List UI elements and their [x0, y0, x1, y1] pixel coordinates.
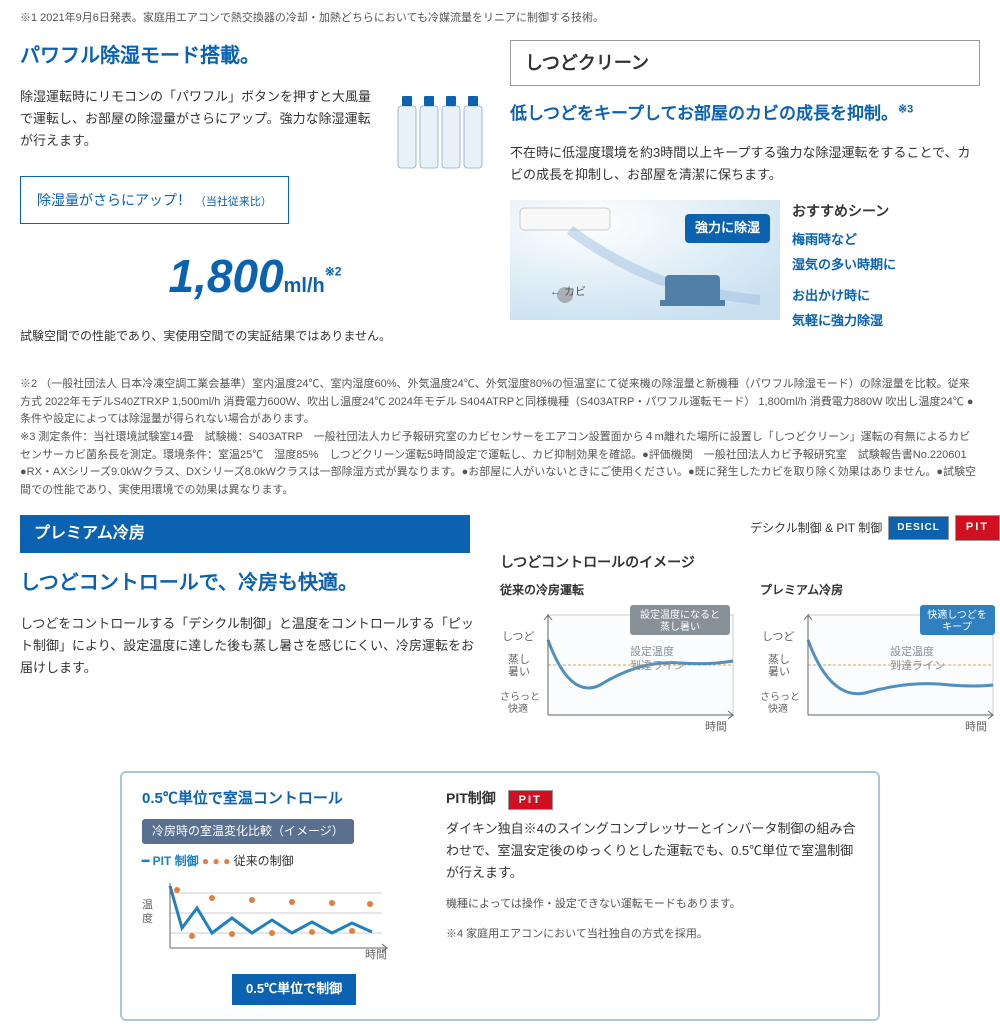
chart1-bubble-l1: 設定温度になると: [640, 608, 720, 621]
legend-dots: 従来の制御: [234, 854, 294, 868]
chart1-note2: 到達ライン: [630, 659, 685, 672]
chart1: 従来の冷房運転 設定温度になると 蒸し暑い 設定温度 到達ライン しつど 蒸し …: [500, 581, 740, 751]
svg-text:しつど: しつど: [502, 630, 534, 643]
pit-legend: ━ PIT 制御 ● ● ● 従来の制御: [142, 852, 422, 871]
svg-text:設定温度: 設定温度: [890, 644, 934, 658]
scene-kabi-label: ← カビ: [550, 284, 586, 302]
svg-text:さらっと: さらっと: [500, 691, 540, 703]
svg-text:快適: 快適: [768, 702, 788, 715]
col-right: しつどクリーン 低しつどをキープしてお部屋のカビの成長を抑制。※3 不在時に低湿…: [510, 40, 980, 361]
svg-text:時間: 時間: [965, 720, 987, 733]
heading-low-sup: ※3: [898, 104, 913, 116]
pit-section: 0.5℃単位で室温コントロール 冷房時の室温変化比較（イメージ） ━ PIT 制…: [120, 771, 880, 1021]
legend-blue: PIT 制御: [153, 854, 199, 868]
heading-low-text: 低しつどをキープしてお部屋のカビの成長を抑制。: [510, 104, 898, 123]
boxed-main: 除湿量がさらにアップ！: [37, 192, 191, 208]
badge-row: デシクル制御 & PIT 制御 DESICL PIT: [500, 515, 1000, 541]
svg-text:暑い: 暑い: [508, 665, 530, 678]
big-value: 1,800: [169, 250, 284, 302]
scene-text: おすすめシーン 梅雨時など 湿気の多い時期に お出かけ時に 気軽に強力除湿: [792, 200, 980, 336]
footnotes-block: ※2 （一般社団法人 日本冷凍空調工業会基準）室内温度24℃、室内湿度60%、外…: [20, 376, 980, 499]
pit-title: 0.5℃単位で室温コントロール: [142, 787, 422, 811]
pit-note1: 機種によっては操作・設定できない運転モードもあります。: [446, 896, 858, 914]
pit-right: PIT制御 PIT ダイキン独自※4のスイングコンプレッサーとインバータ制御の組…: [446, 787, 858, 1005]
pit-right-badge: PIT: [508, 790, 553, 810]
svg-text:さらっと: さらっと: [760, 691, 800, 703]
svg-text:キープ: キープ: [942, 621, 971, 633]
svg-text:温: 温: [142, 898, 153, 911]
col-left: パワフル除湿モード搭載。 除湿運転時にリモコンの「パワフル」ボタンを押すと大風量…: [20, 40, 490, 361]
chart1-title: 従来の冷房運転: [500, 581, 740, 600]
svg-text:蒸し暑い: 蒸し暑い: [660, 621, 700, 633]
rec1: 梅雨時など: [792, 230, 980, 251]
heading-shitsudo-control: しつどコントロールで、冷房も快適。: [20, 567, 480, 599]
chart-main-title: しつどコントロールのイメージ: [500, 551, 1000, 573]
badge-desicl: DESICL: [888, 516, 949, 540]
pit-right-label: PIT制御: [446, 790, 496, 806]
pit-left: 0.5℃単位で室温コントロール 冷房時の室温変化比較（イメージ） ━ PIT 制…: [142, 787, 422, 1005]
heading-low-humidity: 低しつどをキープしてお部屋のカビの成長を抑制。※3: [510, 100, 980, 127]
boxed-link-dehumid[interactable]: 除湿量がさらにアップ！ （当社従来比）: [20, 176, 289, 225]
pit-bottom-bar: 0.5℃単位で制御: [232, 974, 356, 1005]
svg-text:時間: 時間: [365, 948, 387, 961]
section-bar-premium: プレミアム冷房: [20, 515, 470, 553]
svg-text:到達ライン: 到達ライン: [890, 659, 945, 672]
rec3: お出かけ時に: [792, 286, 980, 307]
pit-note2: ※4 家庭用エアコンにおいて当社独自の方式を採用。: [446, 926, 858, 944]
charts-row: 従来の冷房運転 設定温度になると 蒸し暑い 設定温度 到達ライン しつど 蒸し …: [500, 581, 1000, 751]
scene-badge: 強力に除湿: [685, 214, 770, 243]
pit-body: ダイキン独自※4のスイングコンプレッサーとインバータ制御の組み合わせで、室温安定…: [446, 818, 858, 884]
badge-label: デシクル制御 & PIT 制御: [750, 519, 882, 538]
big-number: 1,800ml/h※2: [20, 240, 490, 314]
svg-text:蒸し: 蒸し: [508, 653, 530, 666]
premium-body: しつどをコントロールする「デシクル制御」と温度をコントロールする「ピット制御」に…: [20, 613, 480, 679]
left-body: 除湿運転時にリモコンの「パワフル」ボタンを押すと大風量で運転し、お部屋の除湿量が…: [20, 86, 380, 152]
premium-row: プレミアム冷房 しつどコントロールで、冷房も快適。 しつどをコントロールする「デ…: [20, 515, 980, 751]
pit-subtitle: 冷房時の室温変化比較（イメージ）: [142, 819, 354, 844]
svg-text:しつど: しつど: [762, 630, 794, 643]
svg-text:暑い: 暑い: [768, 665, 790, 678]
footnote-top: ※1 2021年9月6日発表。家庭用エアコンで熱交換器の冷却・加熱どちらにおいて…: [20, 10, 980, 28]
svg-text:快適: 快適: [508, 702, 528, 715]
big-sup: ※2: [325, 265, 342, 279]
chart2: プレミアム冷房 快適しつどを キープ 設定温度 到達ライン しつど 蒸し 暑い …: [760, 581, 1000, 751]
two-col-section: パワフル除湿モード搭載。 除湿運転時にリモコンの「パワフル」ボタンを押すと大風量…: [20, 40, 980, 361]
big-unit: ml/h: [284, 275, 325, 297]
rec4: 気軽に強力除湿: [792, 311, 980, 332]
svg-text:度: 度: [142, 911, 153, 925]
chart1-note1: 設定温度: [630, 644, 674, 658]
title-box-shitsudo: しつどクリーン: [510, 40, 980, 87]
svg-text:蒸し: 蒸し: [768, 653, 790, 666]
svg-text:快適しつどを: 快適しつどを: [927, 608, 986, 621]
bottles-image: [390, 86, 490, 176]
left-note: 試験空間での性能であり、実使用空間での実証結果ではありません。: [20, 326, 490, 346]
svg-text:時間: 時間: [705, 720, 727, 733]
heading-powerful-dehumid: パワフル除湿モード搭載。: [20, 40, 490, 72]
chart2-title: プレミアム冷房: [760, 581, 1000, 600]
rec2: 湿気の多い時期に: [792, 255, 980, 276]
scene-box: 強力に除湿 ← カビ おすすめシーン 梅雨時など 湿気の多い時期に お出かけ時に…: [510, 200, 980, 336]
right-body: 不在時に低湿度環境を約3時間以上キープする強力な除湿運転をすることで、カビの成長…: [510, 142, 980, 186]
boxed-sub: （当社従来比）: [195, 196, 272, 208]
scene-image: 強力に除湿 ← カビ: [510, 200, 780, 320]
pit-chart: 温 度 時間: [142, 878, 402, 968]
rec-title: おすすめシーン: [792, 200, 980, 222]
badge-pit: PIT: [955, 515, 1000, 541]
